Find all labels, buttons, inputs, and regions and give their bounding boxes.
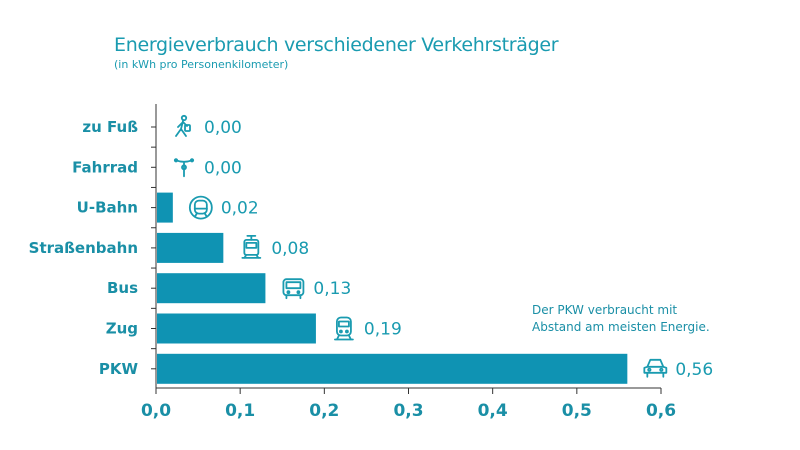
chart-subtitle: (in kWh pro Personenkilometer) — [114, 58, 289, 71]
x-tick-label: 0,1 — [225, 401, 255, 421]
bar — [157, 192, 173, 223]
annotation-text: Der PKW verbraucht mit — [532, 303, 677, 317]
category-label: U-Bahn — [77, 199, 138, 217]
data-label: 0,02 — [221, 199, 259, 219]
data-label: 0,19 — [364, 320, 402, 340]
bar — [157, 313, 316, 344]
x-tick-label: 0,6 — [646, 401, 676, 421]
bar — [157, 232, 224, 263]
x-tick-label: 0,0 — [141, 401, 171, 421]
category-label: zu Fuß — [82, 118, 138, 136]
data-label: 0,00 — [204, 118, 242, 138]
train-icon — [334, 316, 354, 341]
bicycle-icon — [173, 158, 195, 178]
category-label: Bus — [107, 279, 138, 297]
data-label: 0,08 — [271, 239, 309, 259]
data-label: 0,13 — [313, 279, 351, 299]
chart-title: Energieverbrauch verschiedener Verkehrst… — [114, 34, 559, 56]
subway-icon — [188, 195, 213, 220]
category-label: Zug — [106, 320, 138, 338]
x-tick-label: 0,4 — [478, 401, 508, 421]
bar — [157, 353, 628, 384]
annotation-text: Abstand am meisten Energie. — [532, 320, 710, 334]
data-label: 0,56 — [675, 360, 713, 380]
tram-icon — [241, 234, 262, 259]
pedestrian-icon — [175, 114, 191, 137]
car-icon — [643, 358, 668, 378]
bus-icon — [282, 278, 305, 300]
category-label: PKW — [99, 360, 139, 378]
x-tick-label: 0,3 — [393, 401, 423, 421]
x-tick-label: 0,2 — [309, 401, 339, 421]
bar — [157, 273, 266, 304]
category-label: Fahrrad — [72, 158, 138, 176]
category-label: Straßenbahn — [29, 239, 138, 257]
x-tick-label: 0,5 — [562, 401, 592, 421]
data-label: 0,00 — [204, 158, 242, 178]
